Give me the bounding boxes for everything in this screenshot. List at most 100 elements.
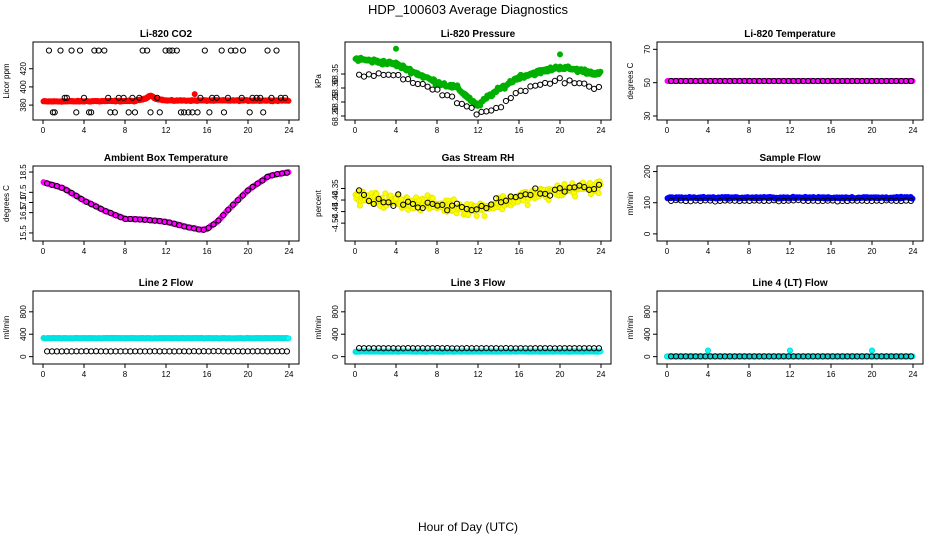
x-tick-label: 24 [909,247,918,256]
x-tick-label: 0 [41,247,46,256]
data-point [595,190,602,197]
panel-title: Gas Stream RH [442,153,515,164]
data-point [595,181,603,188]
y-tick-label: 400 [19,327,28,341]
x-tick-label: 8 [123,126,128,135]
x-tick-label: 8 [435,126,440,135]
data-point [260,109,267,116]
x-tick-label: 20 [244,247,253,256]
y-axis-label: percent [314,189,323,216]
y-tick-label: 800 [331,305,340,319]
x-tick-label: 0 [665,126,670,135]
data-point [205,224,212,231]
data-point [590,186,598,193]
x-tick-label: 4 [82,247,87,256]
x-tick-label: 20 [556,247,565,256]
data-point [225,206,232,213]
panel-title: Sample Flow [759,153,820,164]
data-point [400,201,407,208]
data-point [189,109,196,116]
data-point [101,47,108,54]
data-point [51,109,58,116]
data-point [129,94,136,101]
x-tick-label: 0 [353,247,358,256]
series-pressure-raw [356,70,603,118]
x-tick-label: 12 [162,247,171,256]
data-point [478,108,485,116]
data-point [73,192,80,199]
data-point [473,213,480,220]
data-point [370,72,377,80]
y-tick-label: 400 [643,327,652,341]
data-point [365,197,372,204]
x-tick-label: 20 [556,126,565,135]
series-l2-raw [44,348,291,355]
x-tick-label: 4 [706,126,711,135]
data-point [107,109,114,116]
data-point [382,190,389,197]
data-point [249,183,256,190]
data-point [218,47,225,54]
data-point [224,94,232,101]
data-point [453,100,461,107]
data-point [246,109,253,116]
data-point [450,196,457,203]
data-point [91,47,98,54]
data-point [551,77,558,85]
data-point [73,109,80,116]
data-point [257,94,264,101]
data-point [424,192,431,199]
x-tick-label: 12 [162,126,171,135]
series-rh-raw [356,181,603,214]
data-point [78,195,85,203]
outlier-point [557,51,564,58]
y-tick-label: 68.30 [331,77,340,98]
outlier-point [705,347,712,354]
x-axis-label: Hour of Day (UTC) [418,520,518,534]
x-tick-label: 0 [353,370,358,379]
x-tick-label: 16 [203,247,212,256]
data-point [68,47,75,54]
data-point [532,82,539,89]
data-point [481,213,488,220]
y-tick-label: 400 [331,327,340,341]
panel-title: Line 3 Flow [451,278,506,289]
x-tick-label: 12 [786,370,795,379]
outlier-point [869,347,876,354]
data-point [546,80,554,87]
data-point [45,47,53,54]
panel-frame [32,41,300,121]
y-tick-label: 200 [643,164,652,178]
data-point [234,196,242,204]
y-tick-label: -4.45 [331,202,340,221]
x-tick-label: 20 [868,126,877,135]
data-point [522,87,529,95]
panel-title: Li-820 CO2 [140,29,193,40]
data-point [273,47,280,54]
data-point [185,109,192,116]
data-point [92,203,100,210]
data-point [458,100,465,107]
series-boxt-raw [44,169,291,233]
y-tick-label: 0 [331,354,340,359]
x-tick-label: 0 [665,247,670,256]
x-tick-label: 4 [706,247,711,256]
data-point [254,180,261,187]
chart-panel-5: Sample Flow 0 4 8 12 16 20 24 0 100 200 ml/min [626,153,924,256]
data-point [253,94,260,101]
data-point [488,201,495,208]
series-pressure [352,45,604,109]
data-point [162,47,169,54]
data-point [125,109,132,116]
data-point [409,200,417,208]
data-point [61,94,68,101]
x-tick-label: 24 [909,370,918,379]
data-point [264,47,271,54]
panel-title: Li-820 Temperature [744,29,836,40]
data-point [107,209,114,217]
data-point [527,83,534,90]
data-point [58,184,65,191]
data-point [285,97,292,104]
y-tick-label: 15.5 [19,225,28,241]
